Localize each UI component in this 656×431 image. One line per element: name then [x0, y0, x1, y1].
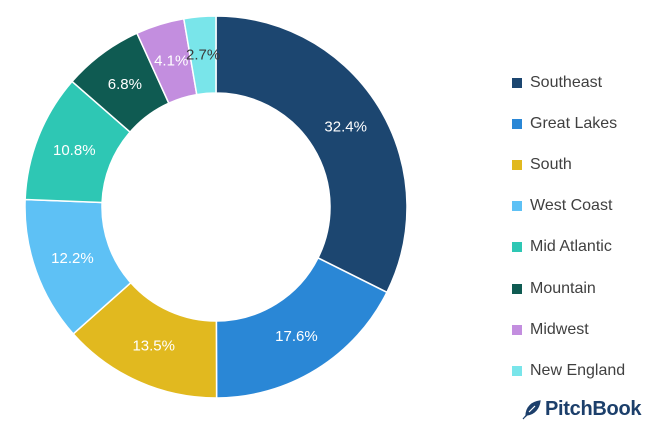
- slice-label-mid-atlantic: 10.8%: [53, 142, 96, 159]
- feather-icon: [522, 399, 541, 419]
- legend-item-west-coast: West Coast: [512, 186, 625, 227]
- brand-name: PitchBook: [545, 398, 642, 420]
- slice-label-southeast: 32.4%: [324, 118, 367, 135]
- legend-swatch: [512, 118, 522, 129]
- slice-label-south: 13.5%: [132, 338, 175, 355]
- slice-label-mountain: 6.8%: [108, 76, 142, 93]
- legend-item-great-lakes: Great Lakes: [512, 103, 625, 144]
- slice-label-midwest: 4.1%: [154, 53, 188, 70]
- legend-swatch: [512, 242, 522, 253]
- legend-label: Mountain: [530, 279, 596, 297]
- donut-chart: 32.4% 17.6% 13.5% 12.2% 10.8% 6.8% 4.1%2.7%: [24, 15, 408, 399]
- legend-swatch: [512, 159, 522, 170]
- legend-item-mountain: Mountain: [512, 268, 625, 309]
- legend-label: Southeast: [530, 73, 603, 91]
- slice-label-west-coast: 12.2%: [51, 250, 94, 267]
- legend-label: South: [530, 155, 572, 173]
- legend-label: West Coast: [530, 197, 613, 215]
- legend-swatch: [512, 365, 522, 376]
- legend-label: Great Lakes: [530, 114, 618, 132]
- legend-swatch: [512, 283, 522, 294]
- pitchbook-logo: PitchBook: [520, 398, 642, 421]
- legend-item-midwest: Midwest: [512, 309, 625, 350]
- legend-item-new-england: New England: [512, 350, 625, 391]
- slice-southeast: [215, 15, 408, 294]
- legend-swatch: [512, 201, 522, 212]
- legend-swatch: [512, 324, 522, 335]
- legend-item-south: South: [512, 144, 625, 185]
- slice-new-england: [182, 15, 217, 96]
- legend-swatch: [512, 77, 522, 88]
- legend-label: New England: [530, 361, 626, 379]
- legend-item-mid-atlantic: Mid Atlantic: [512, 227, 625, 268]
- slice-label-new-england: 2.7%: [186, 47, 220, 64]
- chart-legend: Southeast Great Lakes South West Coast Mid A…: [512, 62, 625, 392]
- legend-label: Mid Atlantic: [530, 238, 612, 256]
- legend-item-southeast: Southeast: [512, 62, 625, 103]
- legend-label: Midwest: [530, 320, 589, 338]
- slice-label-great-lakes: 17.6%: [275, 328, 318, 345]
